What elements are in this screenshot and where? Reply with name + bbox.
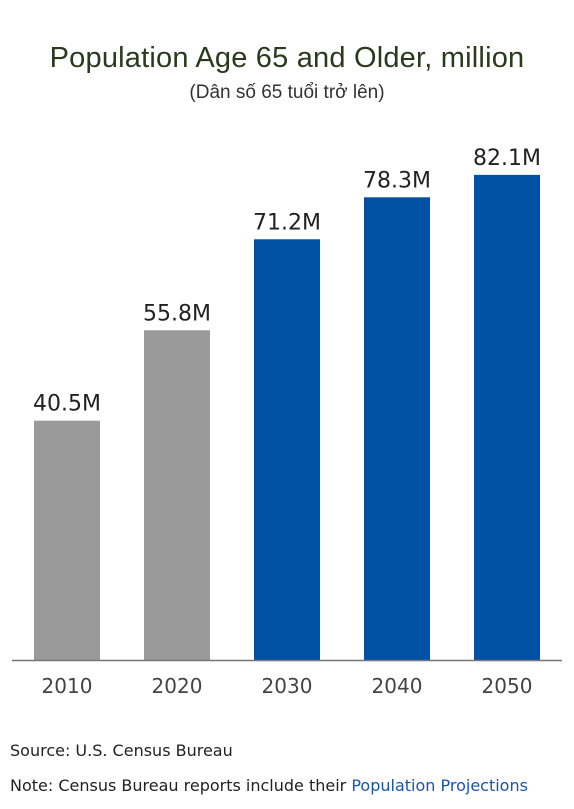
note-prefix: Note: Census Bureau reports include thei… [10,776,352,795]
bar-2010 [34,420,100,660]
data-label-2050: 82.1M [473,146,541,171]
data-label-2040: 78.3M [363,168,431,193]
x-tick-label-2040: 2040 [372,674,423,698]
source-text: Source: U.S. Census Bureau [10,741,233,760]
x-tick-label-2020: 2020 [152,674,203,698]
chart-subtitle: (Dân số 65 tuổi trở lên) [189,82,385,103]
bar-2040 [364,197,430,660]
x-tick-label-2050: 2050 [482,674,533,698]
x-tick-label-2030: 2030 [262,674,313,698]
x-tick-label-2010: 2010 [42,674,93,698]
bar-2030 [254,239,320,661]
note-text: Note: Census Bureau reports include thei… [10,776,528,795]
population-projections-link[interactable]: Population Projections [351,776,528,795]
chart-title: Population Age 65 and Older, million [49,42,525,74]
bar-chart: 40.5M 2010 55.8M 2020 71.2M 2030 78.3M 2040 82.1… [12,146,562,698]
data-label-2010: 40.5M [33,392,101,417]
bar-2020 [144,330,210,660]
data-label-2030: 71.2M [253,210,321,235]
bar-2050 [474,174,540,660]
data-label-2020: 55.8M [143,301,211,326]
